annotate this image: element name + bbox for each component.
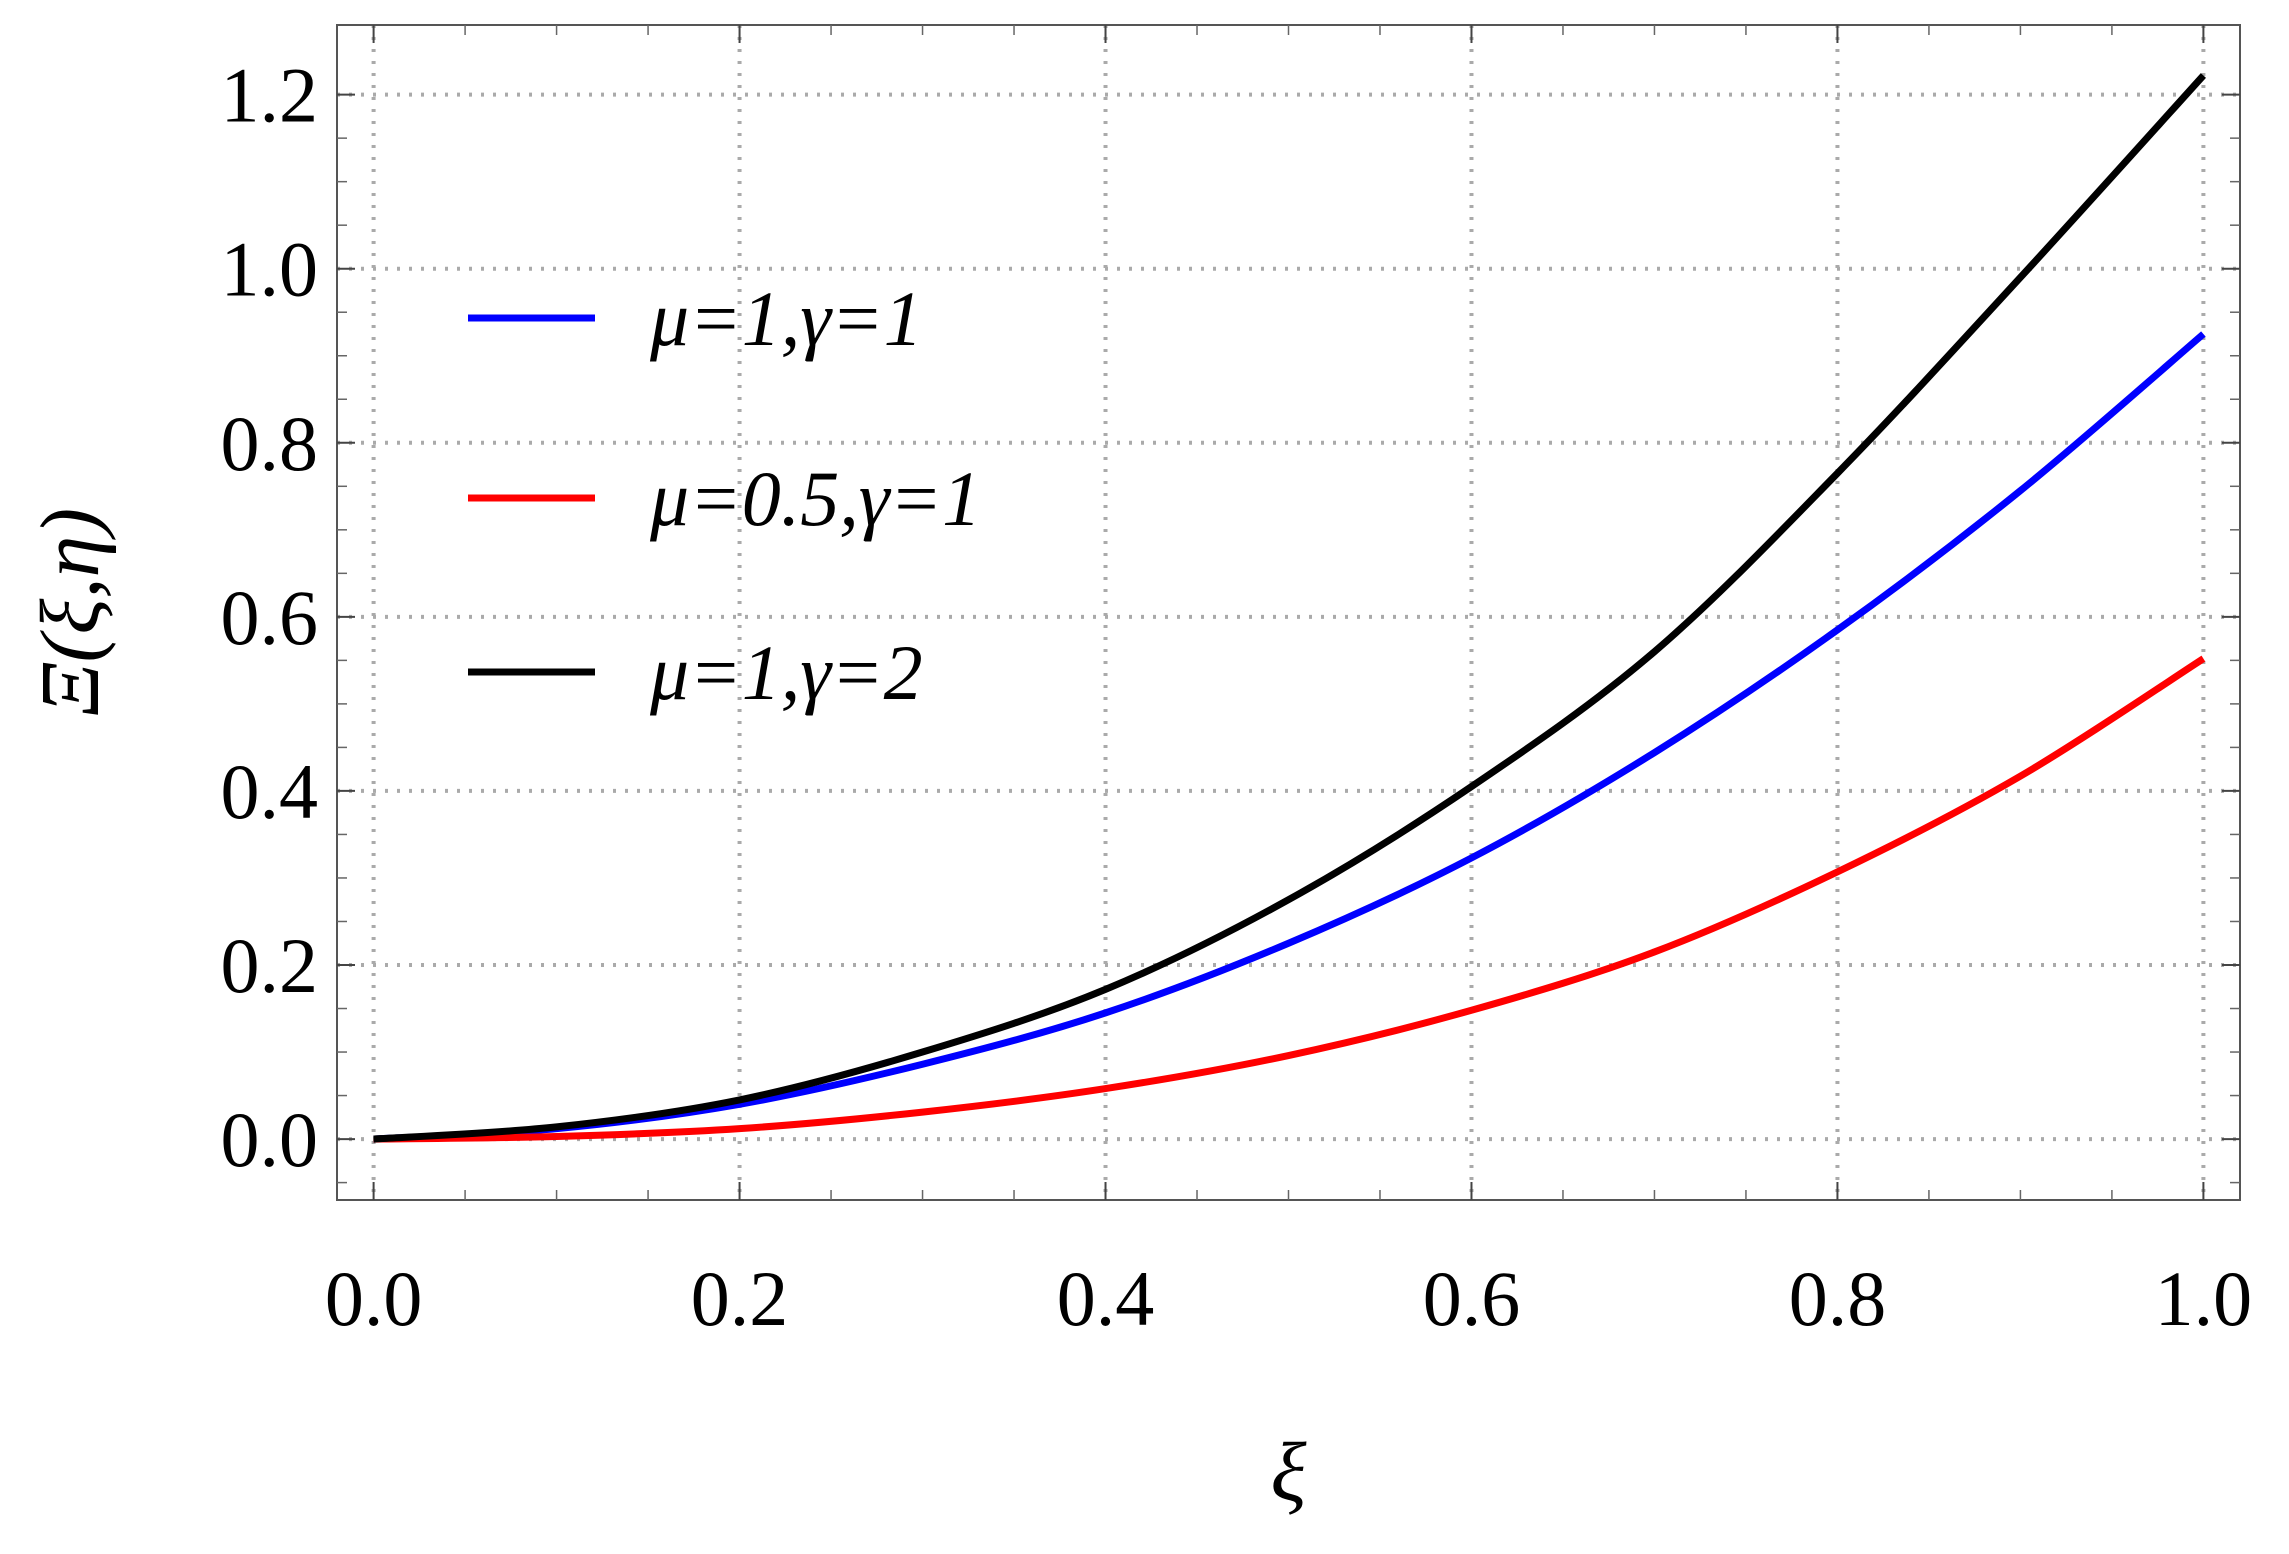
series-lines [373,73,2206,1143]
plot-frame [336,24,2241,1201]
legend-label-3: μ=1,γ=2 [649,629,923,716]
x-tick-label: 1.0 [2155,1255,2253,1342]
series-line-2 [373,655,2206,1143]
grid-lines [337,25,2240,1200]
legend-label-1: μ=1,γ=1 [649,275,923,362]
y-tick-label: 0.6 [221,574,319,661]
y-tick-labels: 0.0 0.2 0.4 0.6 0.8 1.0 1.2 [221,52,319,1183]
series-line-1 [373,331,2206,1143]
y-tick-label: 0.0 [221,1096,319,1183]
x-tick-label: 0.0 [325,1255,423,1342]
series-line-3 [373,73,2206,1143]
axis-ticks [337,25,2240,1200]
x-tick-label: 0.8 [1789,1255,1887,1342]
x-tick-label: 0.6 [1423,1255,1521,1342]
y-tick-label: 0.2 [221,922,319,1009]
y-tick-label: 1.2 [221,52,319,139]
y-tick-label: 0.4 [221,748,319,835]
y-tick-label: 0.8 [221,400,319,487]
legend-label-2: μ=0.5,γ=1 [649,455,981,542]
x-tick-label: 0.4 [1057,1255,1155,1342]
y-axis-label: Ξ(ξ,η) [24,508,117,716]
y-tick-label: 1.0 [221,226,319,313]
x-axis-label: ξ [1271,1426,1307,1519]
x-tick-labels: 0.0 0.2 0.4 0.6 0.8 1.0 [325,1255,2252,1342]
x-tick-label: 0.2 [691,1255,789,1342]
legend: μ=1,γ=1 μ=0.5,γ=1 μ=1,γ=2 [468,275,981,716]
